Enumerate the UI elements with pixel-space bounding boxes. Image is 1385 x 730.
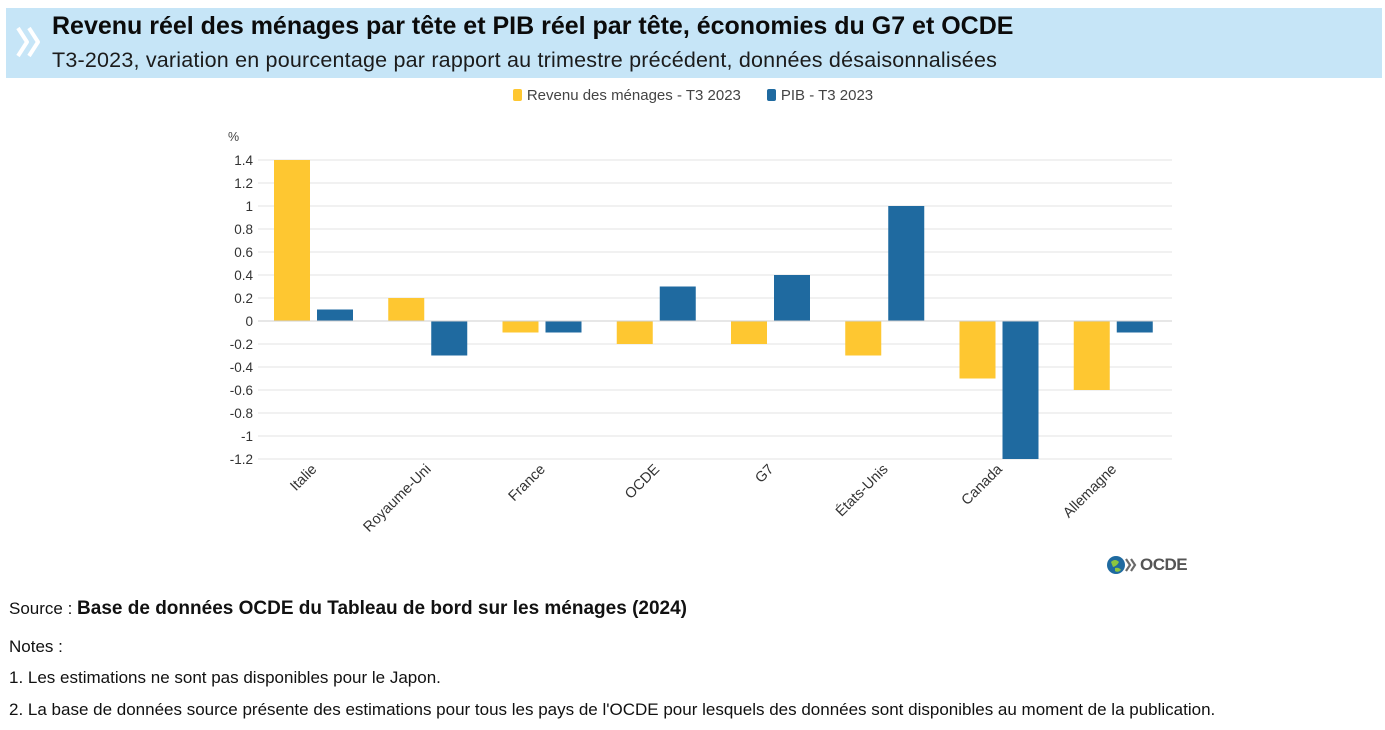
notes-label: Notes :: [9, 637, 63, 656]
bar-revenu: [845, 321, 882, 356]
bar-chart: 1.4 1.2 1 0.8 0.6 0.4 0.2 0 -0.2 -0.4 -0.6 -0.8 -1 -1…: [228, 130, 1172, 536]
bar-pib: [1002, 321, 1039, 459]
y-axis-label: %: [228, 130, 239, 144]
legend-swatch-pib: [766, 89, 776, 101]
oecd-globe-icon: [1107, 556, 1137, 574]
y-tick-label: -1: [241, 429, 253, 444]
bar-revenu: [616, 321, 653, 344]
oecd-logo-text: OCDE: [1140, 555, 1188, 574]
y-tick-label: 0.6: [234, 245, 253, 260]
bar-revenu: [1073, 321, 1110, 390]
y-tick-label: 1.4: [234, 153, 253, 168]
bar-revenu: [731, 321, 767, 344]
bar-pib: [659, 286, 696, 321]
y-tick-label: -0.2: [230, 337, 253, 352]
y-tick-label: -0.8: [230, 406, 253, 421]
bar-pib: [774, 275, 810, 321]
legend-item-pib[interactable]: PIB - T3 2023: [766, 85, 874, 105]
bar-pib: [545, 321, 582, 333]
chart-subtitle: T3-2023, variation en pourcentage par ra…: [52, 48, 998, 72]
bar-pib: [888, 206, 925, 321]
x-tick-label: Italie: [287, 462, 320, 495]
y-tick-label: -0.6: [230, 383, 253, 398]
y-tick-label: -1.2: [230, 452, 253, 467]
y-tick-label: 1.2: [234, 176, 253, 191]
note-1: 1. Les estimations ne sont pas disponibl…: [9, 668, 441, 687]
y-tick-label: 0.2: [234, 291, 253, 306]
x-tick-label: G7: [752, 462, 777, 487]
y-tick-label: 1: [245, 199, 253, 214]
bar-revenu: [959, 321, 996, 379]
x-tick-label: Canada: [959, 461, 1007, 509]
header-banner: Revenu réel des ménages par tête et PIB …: [6, 8, 1382, 78]
x-tick-label: Royaume-Uni: [361, 462, 435, 536]
x-tick-label: États-Unis: [832, 461, 891, 520]
source-line: Source : Base de données OCDE du Tableau…: [9, 598, 687, 620]
bar-revenu: [502, 321, 539, 333]
source-value: Base de données OCDE du Tableau de bord …: [77, 598, 687, 619]
bar-revenu: [274, 160, 310, 321]
x-tick-label: France: [506, 462, 549, 505]
oecd-logo: OCDE: [1106, 554, 1188, 576]
source-label: Source :: [9, 599, 78, 618]
x-tick-label: Allemagne: [1060, 462, 1120, 522]
chart-title: Revenu réel des ménages par tête et PIB …: [52, 12, 1014, 40]
y-tick-label: 0: [245, 314, 253, 329]
bar-pib: [431, 321, 468, 356]
legend-label-revenu: Revenu des ménages - T3 2023: [526, 86, 741, 104]
bar-pib: [1116, 321, 1153, 333]
legend-item-revenu[interactable]: Revenu des ménages - T3 2023: [512, 85, 741, 105]
legend-swatch-revenu: [512, 89, 522, 101]
bar-revenu: [388, 298, 425, 321]
y-tick-label: -0.4: [230, 360, 254, 375]
double-chevron-icon: [16, 26, 40, 58]
chart-legend: Revenu des ménages - T3 2023 PIB - T3 20…: [0, 85, 1385, 105]
y-tick-label: 0.8: [234, 222, 253, 237]
y-tick-label: 0.4: [234, 268, 253, 283]
legend-label-pib: PIB - T3 2023: [780, 86, 874, 104]
x-tick-label: OCDE: [622, 461, 663, 502]
bar-pib: [317, 309, 353, 321]
note-2: 2. La base de données source présente de…: [9, 700, 1216, 719]
